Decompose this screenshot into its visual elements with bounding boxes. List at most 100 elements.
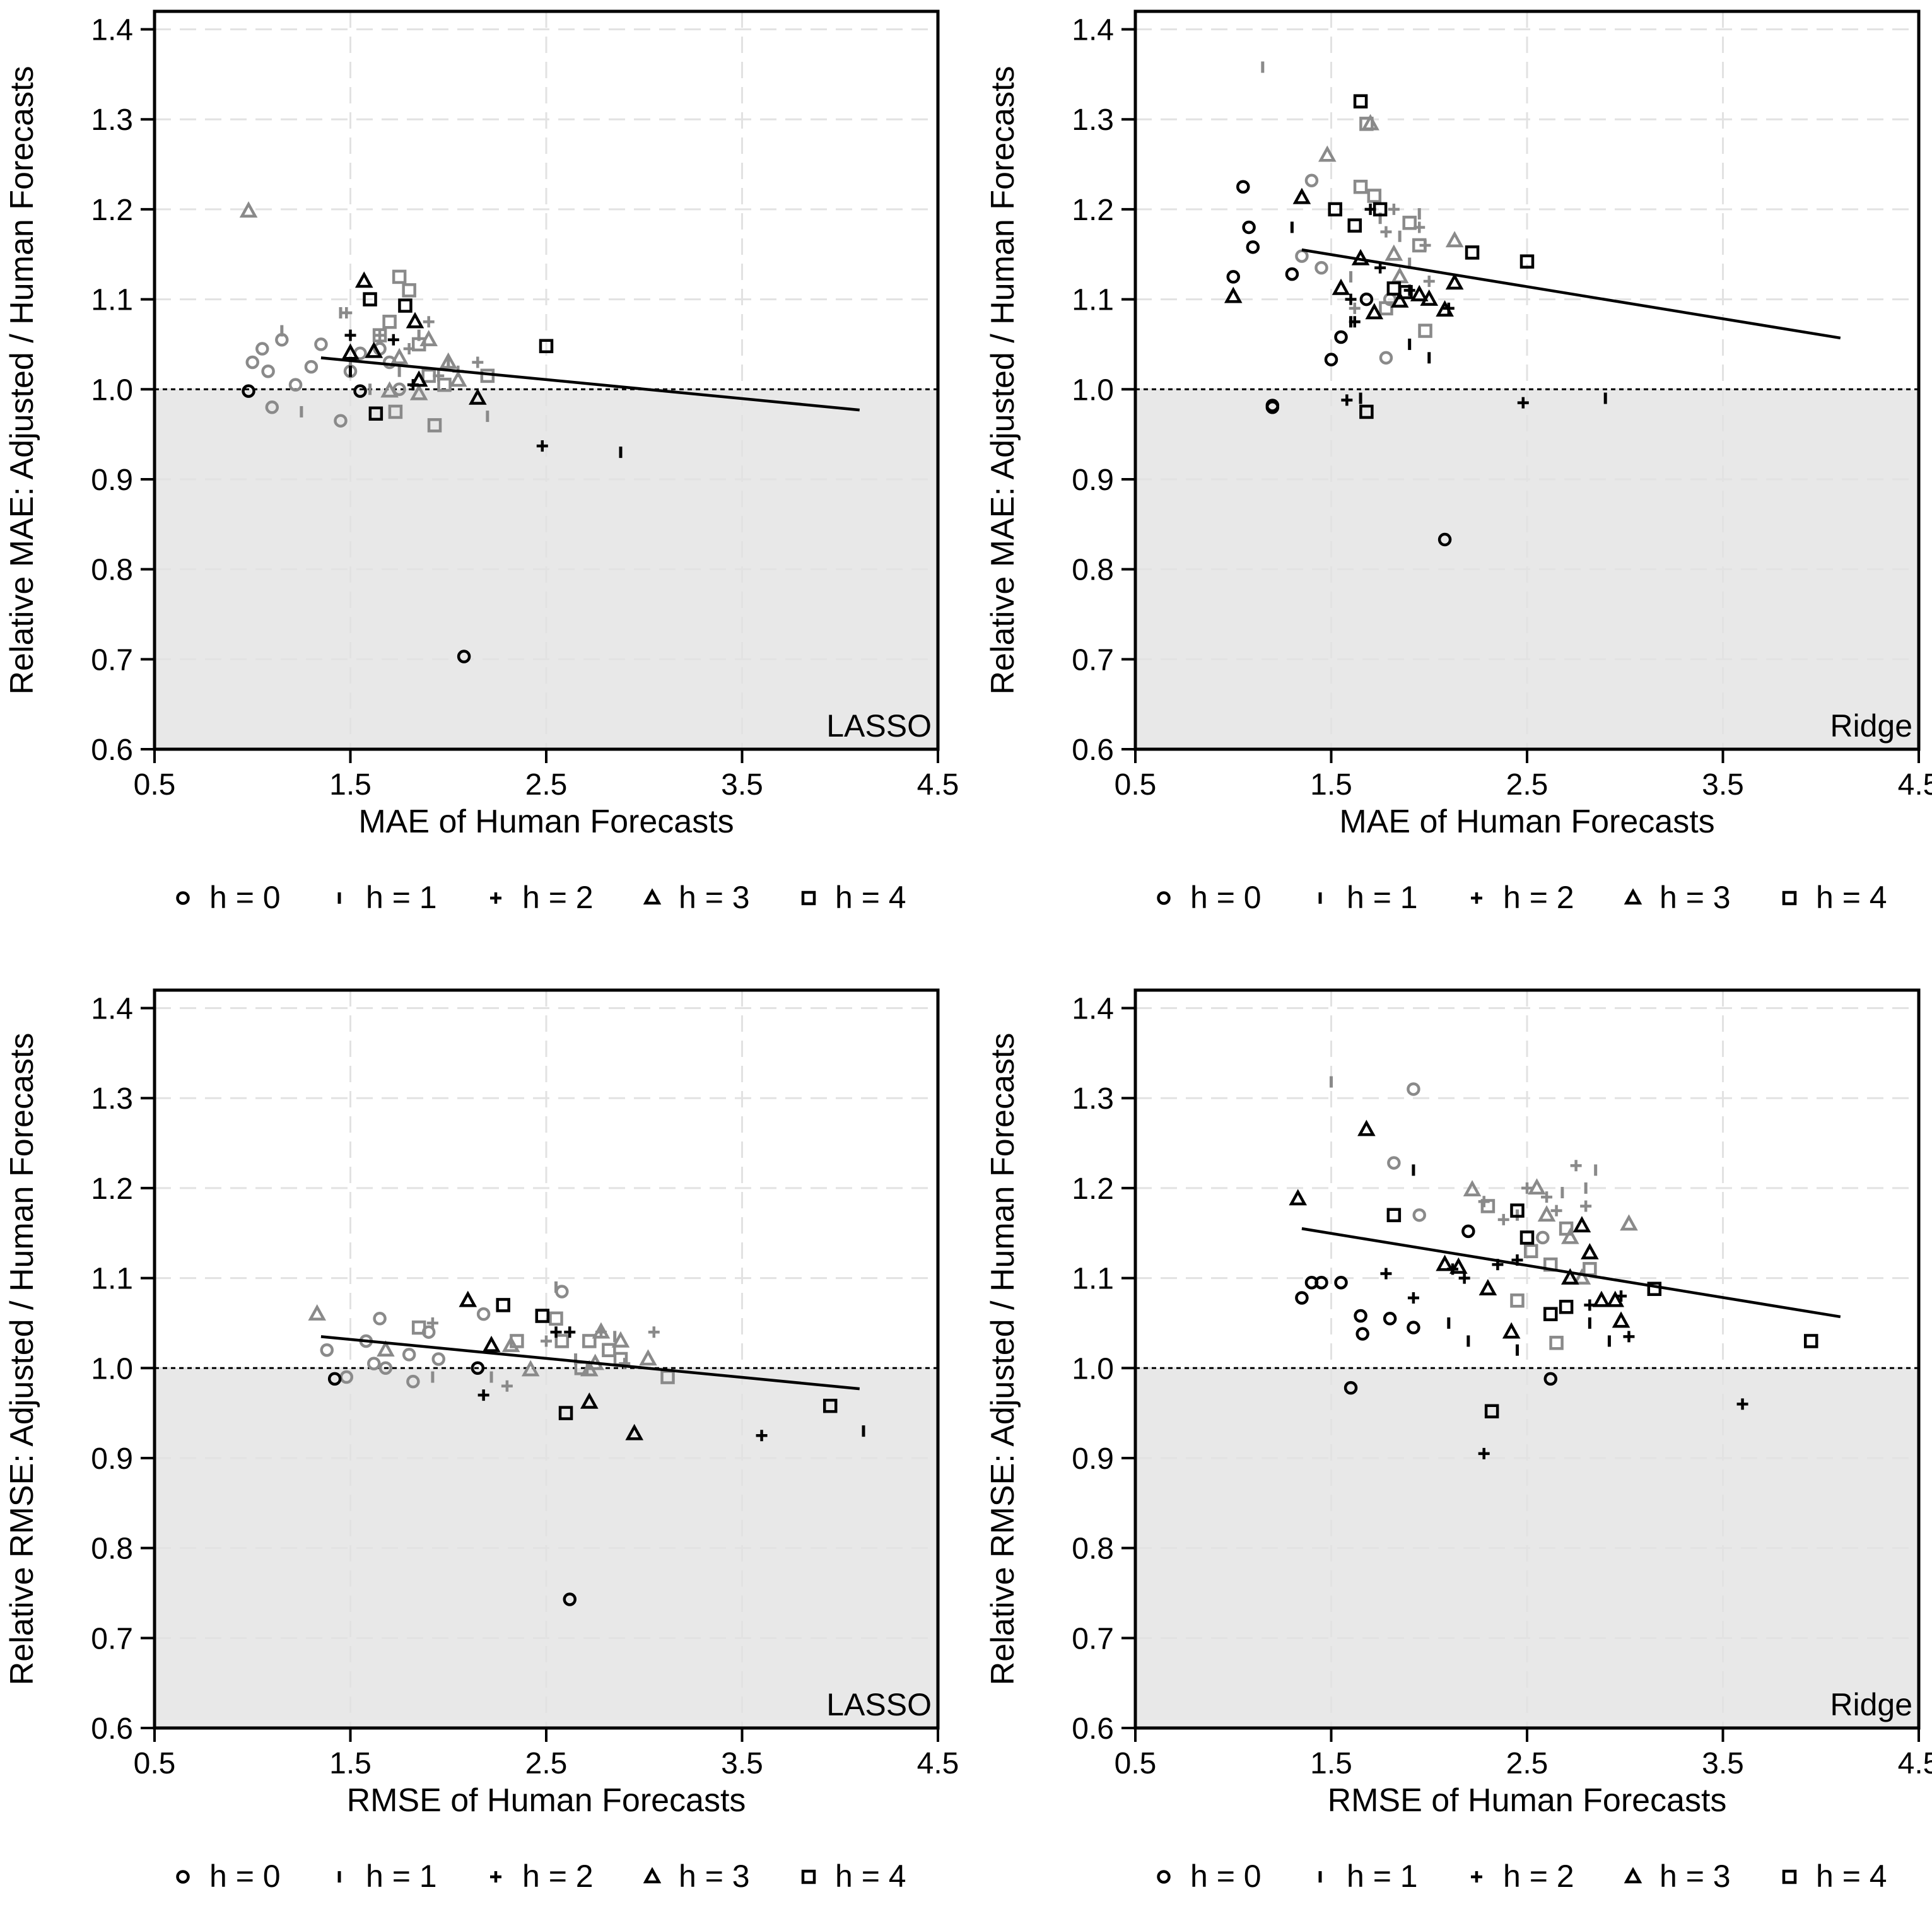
data-point-h3 [409,383,428,400]
data-point-h0 [261,364,275,378]
legend-label: h = 1 [1347,1859,1418,1894]
data-point-h4 [1549,1336,1564,1350]
legend: h = 0 h = 1 h = 2 h = 3 h = 4 [1157,1859,1887,1894]
x-tick-label: 1.5 [329,1747,372,1780]
data-point-h0 [1379,351,1393,365]
data-point-h2 [374,329,386,341]
data-point-h3 [592,1322,611,1339]
data-point-h3 [469,388,487,405]
data-point-h3 [1224,286,1243,303]
data-point-h0 [1344,1381,1358,1395]
y-tick-label: 1.1 [1072,1263,1114,1296]
data-point-h2 [648,1326,660,1338]
data-point-h0 [1295,1291,1309,1305]
data-point-h4 [363,292,377,306]
data-point-h0 [1461,1224,1475,1239]
data-point-h2 [423,316,435,328]
data-point-h3 [308,1304,327,1321]
legend-marker-h3 [1624,1867,1642,1884]
legend-marker-h2 [490,1871,501,1883]
legend-marker-h4 [1782,890,1797,906]
legend-label: h = 1 [1347,880,1418,915]
x-tick-label: 4.5 [917,1747,959,1780]
y-tick-label: 1.1 [91,284,133,317]
data-point-h3 [365,341,383,358]
data-point-h0 [457,650,471,663]
legend-marker-h3 [643,888,662,905]
data-point-h3 [1420,289,1439,306]
data-point-h4 [402,283,416,298]
data-point-h0 [1314,1275,1328,1290]
data-point-h4 [392,269,407,284]
data-point-h4 [1412,238,1427,253]
data-point-h0 [353,384,367,398]
legend: h = 0 h = 1 h = 2 h = 3 h = 4 [176,880,906,915]
legend-label: h = 4 [835,880,906,915]
data-point-h0 [1412,1208,1426,1222]
data-point-h0 [245,355,259,370]
y-tick-label: 0.7 [1072,643,1114,677]
y-axis-title: Relative MAE: Adjusted / Human Forecasts [985,66,1021,694]
x-axis-title: RMSE of Human Forecasts [347,1782,746,1819]
data-point-h4 [480,368,495,383]
data-point-h4 [1386,1208,1402,1222]
data-point-h3 [1436,300,1454,317]
y-tick-label: 1.3 [1072,103,1114,137]
data-point-h3 [439,352,458,369]
data-point-h3 [1537,1205,1556,1222]
data-point-h4 [1583,1262,1597,1276]
data-point-h0 [1407,1321,1420,1334]
data-point-h3 [625,1423,644,1440]
data-point-h4 [388,404,403,419]
data-point-h0 [1304,173,1319,187]
legend-label: h = 4 [1816,880,1887,915]
x-tick-label: 3.5 [1702,768,1744,802]
data-point-h3 [639,1349,657,1366]
data-point-h3 [1318,145,1337,162]
y-tick-label: 0.6 [1072,1712,1114,1746]
data-point-h2 [1497,1213,1509,1225]
data-point-h2 [1380,226,1392,238]
data-point-h2 [1380,1268,1392,1280]
x-tick-label: 4.5 [1898,1747,1932,1780]
legend-marker-h3 [1624,888,1642,905]
data-point-h2 [1580,1200,1592,1212]
y-tick-label: 1.3 [1072,1082,1114,1116]
y-tick-label: 0.7 [91,1622,133,1655]
data-point-h0 [288,378,303,392]
data-point-h3 [1365,303,1384,320]
data-point-h3 [1572,1216,1591,1233]
data-point-h2 [564,1326,576,1338]
data-point-h0 [1359,292,1374,306]
data-point-h4 [1510,1293,1525,1308]
data-point-h4 [1353,94,1368,108]
x-tick-label: 2.5 [525,768,568,802]
chart-panel-top-right: 0.5 1.5 2.5 3.5 4.5 0.6 0.7 0.8 0.9 1.0 1.1 1.2 1.3 1… [985,9,1932,915]
y-tick-label: 0.8 [1072,554,1114,587]
x-tick-label: 2.5 [1506,1747,1549,1780]
model-label: LASSO [826,1687,932,1722]
fit-line [320,1335,860,1391]
legend-label: h = 2 [1503,1859,1574,1894]
data-point-h3 [1445,273,1464,290]
data-point-h2 [1584,1299,1596,1311]
data-point-h3 [448,370,467,387]
data-point-h2 [541,1335,552,1347]
x-tick-label: 4.5 [1898,768,1932,802]
legend-marker-h2 [1471,1871,1482,1883]
data-point-h2 [387,334,399,346]
legend-label: h = 3 [679,1859,750,1894]
data-point-h3 [1463,1180,1482,1197]
chart-panel-bottom-right: 0.5 1.5 2.5 3.5 4.5 0.6 0.7 0.8 0.9 1.0 1.1 1.2 1.3 1… [985,988,1932,1894]
legend-label: h = 0 [209,1859,281,1894]
data-point-h0 [402,1348,416,1362]
data-point-h4 [1465,245,1480,260]
legend: h = 0 h = 1 h = 2 h = 3 h = 4 [1157,880,1887,915]
data-point-h3 [1436,1254,1454,1271]
data-point-h0 [242,384,255,398]
data-point-h4 [368,406,383,421]
data-point-h2 [1407,1292,1419,1304]
legend-label: h = 2 [522,880,594,915]
y-tick-label: 1.1 [91,1263,133,1296]
